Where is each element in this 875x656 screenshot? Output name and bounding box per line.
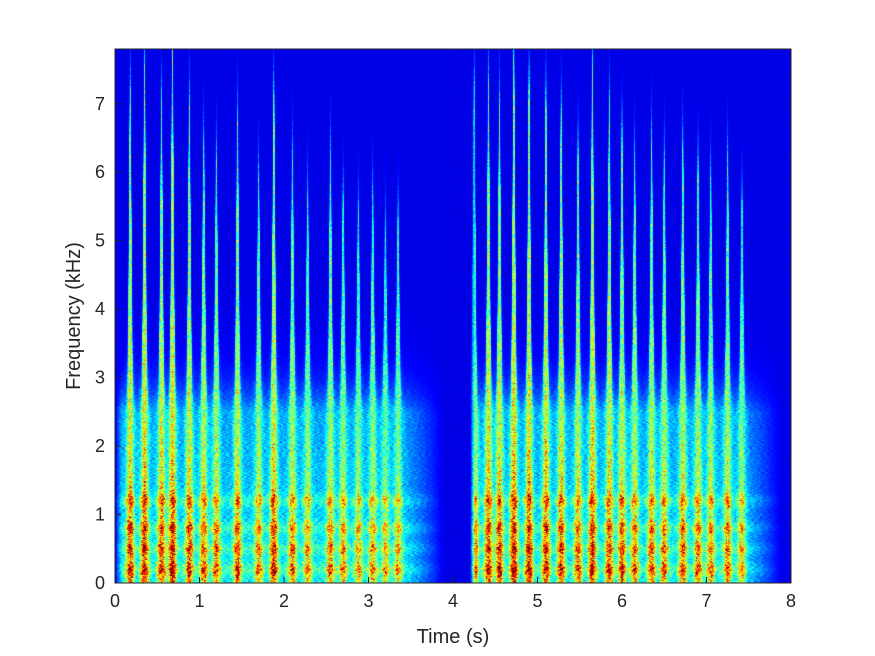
x-axis: 0 1 2 3 4 5 6 7 8	[110, 577, 796, 611]
y-tick-label: 7	[95, 94, 105, 114]
y-tick-label: 1	[95, 505, 105, 525]
x-tick-label: 3	[363, 591, 373, 611]
x-tick-label: 8	[786, 591, 796, 611]
y-tick-label: 0	[95, 573, 105, 593]
spectrogram-heatmap	[115, 49, 791, 583]
plot-area	[114, 48, 792, 584]
y-axis-label: Frequency (kHz)	[63, 242, 85, 390]
y-tick-label: 3	[95, 368, 105, 388]
x-tick-label: 4	[448, 591, 458, 611]
x-tick-label: 1	[194, 591, 204, 611]
y-tick-label: 5	[95, 231, 105, 251]
x-tick-label: 0	[110, 591, 120, 611]
y-tick-label: 2	[95, 436, 105, 456]
x-tick-label: 6	[617, 591, 627, 611]
x-tick-label: 2	[279, 591, 289, 611]
x-axis-label: Time (s)	[417, 626, 490, 648]
x-tick-label: 7	[701, 591, 711, 611]
spectrogram-heatmap-container	[115, 49, 791, 583]
y-tick-label: 4	[95, 299, 105, 319]
y-tick-label: 6	[95, 162, 105, 182]
y-axis: 0 1 2 3 4 5 6 7	[95, 94, 121, 593]
x-tick-label: 5	[532, 591, 542, 611]
